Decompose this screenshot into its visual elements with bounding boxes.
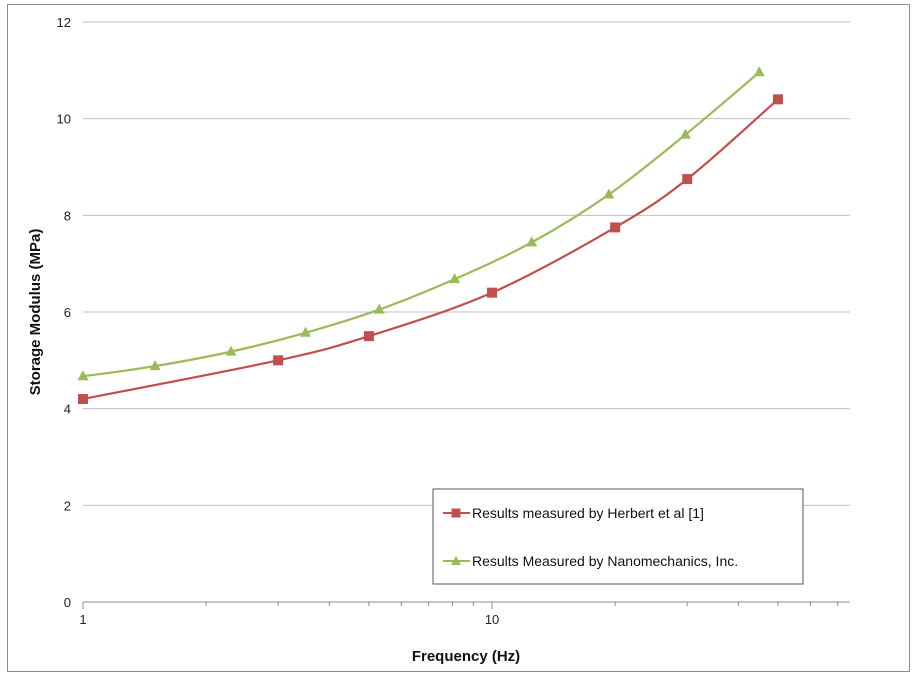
series-line-1	[82, 71, 760, 378]
data-point-square	[78, 394, 88, 404]
data-point-square	[610, 222, 621, 233]
y-tick-label: 8	[64, 208, 71, 223]
legend-label-nanomechanics: Results Measured by Nanomechanics, Inc.	[472, 553, 738, 569]
y-axis-title: Storage Modulus (MPa)	[27, 229, 44, 396]
x-tick-label: 1	[79, 612, 86, 627]
data-point-triangle	[679, 128, 691, 139]
legend-marker-herbert	[451, 508, 461, 518]
legend-box	[432, 488, 804, 585]
gridlines	[83, 21, 850, 506]
y-tick-label: 0	[64, 595, 71, 610]
data-point-triangle	[373, 303, 385, 314]
y-tick-label: 2	[64, 498, 71, 513]
x-axis-title: Frequency (Hz)	[412, 648, 520, 665]
x-tick-label: 10	[485, 612, 499, 627]
data-point-triangle	[77, 370, 89, 381]
legend-marker-nanomechanics	[451, 556, 461, 565]
data-point-triangle	[449, 273, 461, 284]
data-point-triangle	[149, 360, 161, 371]
data-point-triangle	[526, 236, 538, 247]
x-minor-ticks	[205, 602, 839, 606]
y-tick-label: 6	[64, 305, 71, 320]
data-point-triangle	[603, 188, 615, 199]
data-point-triangle	[300, 326, 312, 337]
data-point-square	[273, 355, 284, 366]
y-tick-labels: 0 2 4 6 8 10 12	[57, 15, 71, 610]
series-layer	[77, 66, 783, 404]
y-tick-label: 4	[64, 402, 71, 417]
x-tick-labels: 1 10	[79, 602, 499, 627]
y-tick-label: 12	[57, 15, 71, 30]
data-point-square	[772, 94, 783, 105]
data-point-triangle	[225, 345, 237, 356]
legend: Results measured by Herbert et al [1] Re…	[432, 488, 804, 585]
y-tick-label: 10	[57, 112, 71, 127]
data-point-square	[682, 174, 693, 185]
data-point-square	[487, 287, 498, 298]
data-point-triangle	[753, 66, 765, 77]
legend-label-herbert: Results measured by Herbert et al [1]	[472, 505, 704, 521]
data-point-square	[363, 331, 374, 342]
